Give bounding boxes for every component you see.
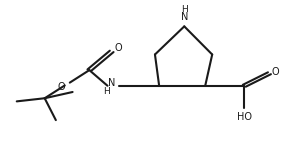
Text: H: H (181, 5, 188, 14)
Text: N: N (108, 78, 115, 88)
Text: H: H (103, 87, 109, 97)
Text: O: O (58, 82, 65, 92)
Text: N: N (180, 12, 188, 22)
Text: O: O (271, 67, 279, 77)
Text: O: O (115, 43, 122, 53)
Text: HO: HO (237, 112, 252, 122)
